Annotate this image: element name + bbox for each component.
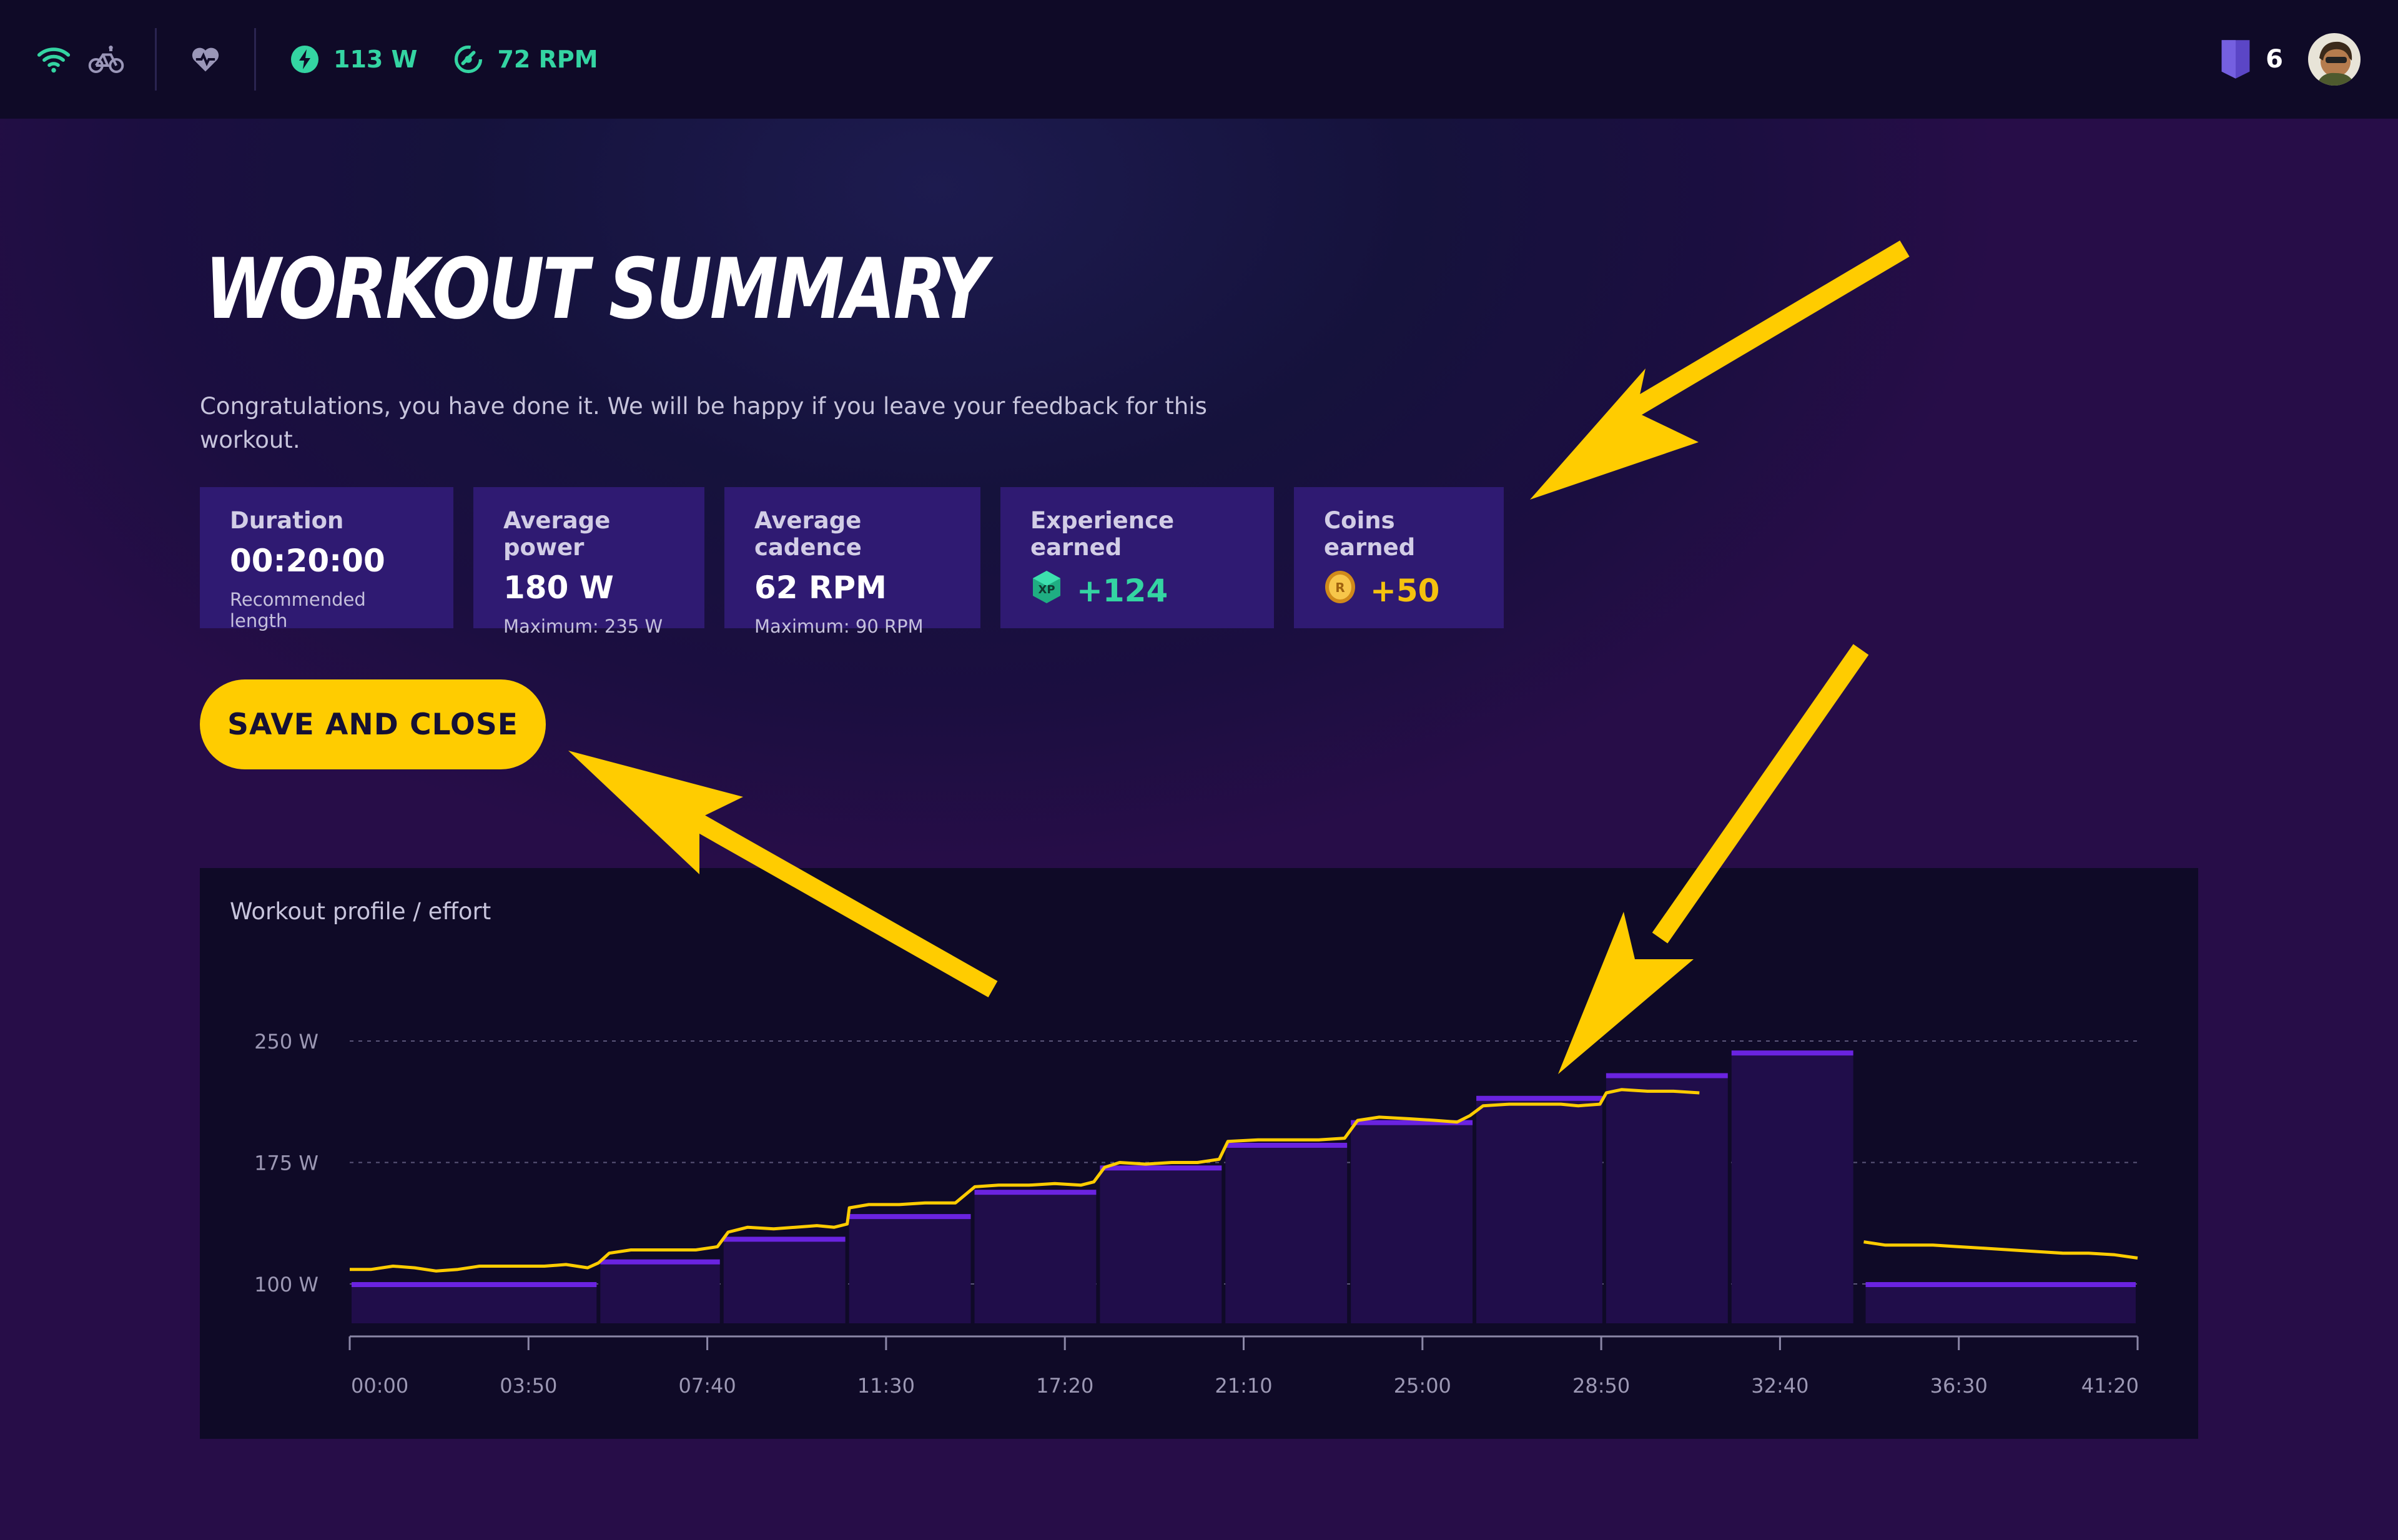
bar	[723, 1238, 846, 1323]
xp-badge-icon: XP	[1030, 570, 1063, 612]
arrow-icon	[1530, 240, 1910, 500]
bar-target-line	[1351, 1120, 1473, 1125]
card-label: Experience earned	[1030, 507, 1175, 561]
x-tick-label: 07:40	[678, 1374, 736, 1398]
card-sub: Maximum: 90 RPM	[754, 616, 924, 637]
x-tick-label: 41:20	[2081, 1374, 2139, 1398]
bar-target-line	[1606, 1073, 1728, 1078]
card-value: 00:20:00	[230, 543, 385, 579]
xp-badge-text: XP	[1038, 583, 1055, 596]
card-value: 62 RPM	[754, 570, 887, 606]
x-tick-label: 25:00	[1394, 1374, 1451, 1398]
effort-line	[350, 1088, 1700, 1273]
topbar-divider	[254, 28, 256, 91]
coins-value: +50	[1370, 573, 1440, 609]
experience-value: +124	[1077, 573, 1168, 609]
topbar-divider	[155, 28, 157, 91]
x-tick-label: 36:30	[1930, 1374, 1988, 1398]
bar-target-line	[1476, 1095, 1602, 1101]
workout-profile-chart: Workout profile / effort 250 W 175 W 100 W…	[200, 868, 2198, 1439]
chart-title: Workout profile / effort	[230, 898, 491, 925]
y-tick-label: 175 W	[254, 1152, 318, 1175]
bar	[1731, 1052, 1853, 1323]
bar	[849, 1216, 971, 1323]
page-subtitle: Congratulations, you have done it. We wi…	[200, 393, 1207, 453]
bike-icon[interactable]	[86, 39, 126, 79]
bar-target-line	[600, 1259, 720, 1265]
card-label: Average cadence	[754, 507, 862, 561]
x-tick-label: 32:40	[1751, 1374, 1808, 1398]
x-tick-label: 00:00	[351, 1374, 408, 1398]
lightning-icon	[285, 39, 325, 79]
cadence-icon	[448, 39, 488, 79]
bar	[600, 1261, 720, 1323]
x-tick-label: 17:20	[1036, 1374, 1093, 1398]
avatar[interactable]	[2308, 33, 2361, 86]
top-bar: 113 W 72 RPM 6	[0, 0, 2398, 119]
chart-plot: 250 W 175 W 100 W 00:00 03:50 07:40 11:30 17:20…	[254, 1030, 2139, 1398]
coin-icon: R	[1324, 570, 1356, 612]
experience-card: Experience earned XP +124	[1000, 487, 1274, 628]
coins-card: Coins earned R +50	[1294, 487, 1504, 628]
bar-target-line	[1100, 1165, 1222, 1171]
x-tick-label: 21:10	[1215, 1374, 1272, 1398]
card-label: Average power	[503, 507, 611, 561]
bar	[1100, 1167, 1222, 1323]
bar	[1225, 1144, 1348, 1323]
y-tick-label: 250 W	[254, 1030, 318, 1054]
power-value: 113 W	[333, 46, 418, 73]
level-shield-icon	[2216, 39, 2256, 79]
y-tick-label: 100 W	[254, 1273, 318, 1296]
bar-target-line	[1731, 1050, 1853, 1056]
bar-target-line	[849, 1214, 971, 1220]
bar-target-line	[723, 1236, 846, 1242]
wifi-icon[interactable]	[34, 39, 74, 79]
card-value: XP +124	[1030, 570, 1244, 612]
coin-badge-text: R	[1335, 580, 1345, 595]
bar-target-line	[974, 1190, 1097, 1195]
bar	[1476, 1097, 1602, 1323]
card-value: R +50	[1324, 570, 1474, 612]
page-title: WORKOUT SUMMARY	[205, 240, 987, 338]
save-and-close-button[interactable]: SAVE AND CLOSE	[200, 679, 546, 769]
bar	[1865, 1284, 2136, 1323]
cadence-value: 72 RPM	[497, 46, 598, 73]
card-label: Duration	[230, 507, 344, 534]
bar-target-line	[352, 1282, 597, 1287]
card-sub: Maximum: 235 W	[503, 616, 663, 637]
heart-icon[interactable]	[185, 39, 225, 79]
average-cadence-card: Average cadence 62 RPM Maximum: 90 RPM	[724, 487, 980, 637]
bar-target-line	[1865, 1282, 2136, 1287]
cadence-metric: 72 RPM	[448, 39, 598, 79]
card-label: Coins earned	[1324, 507, 1416, 561]
level-count: 6	[2266, 45, 2283, 74]
bar	[352, 1284, 597, 1323]
power-metric: 113 W	[285, 39, 417, 79]
x-tick-label: 28:50	[1572, 1374, 1630, 1398]
bar	[1606, 1075, 1728, 1323]
duration-card: Duration 00:20:00 Recommended length	[200, 487, 453, 631]
bar-target-line	[1225, 1142, 1348, 1148]
x-tick-label: 11:30	[857, 1374, 915, 1398]
x-tick-label: 03:50	[500, 1374, 557, 1398]
card-value: 180 W	[503, 570, 614, 606]
bar	[1351, 1122, 1473, 1323]
bar	[974, 1192, 1097, 1323]
card-sub: Recommended length	[230, 589, 366, 631]
cooldown-effort-line	[1863, 1240, 2138, 1260]
average-power-card: Average power 180 W Maximum: 235 W	[473, 487, 704, 637]
